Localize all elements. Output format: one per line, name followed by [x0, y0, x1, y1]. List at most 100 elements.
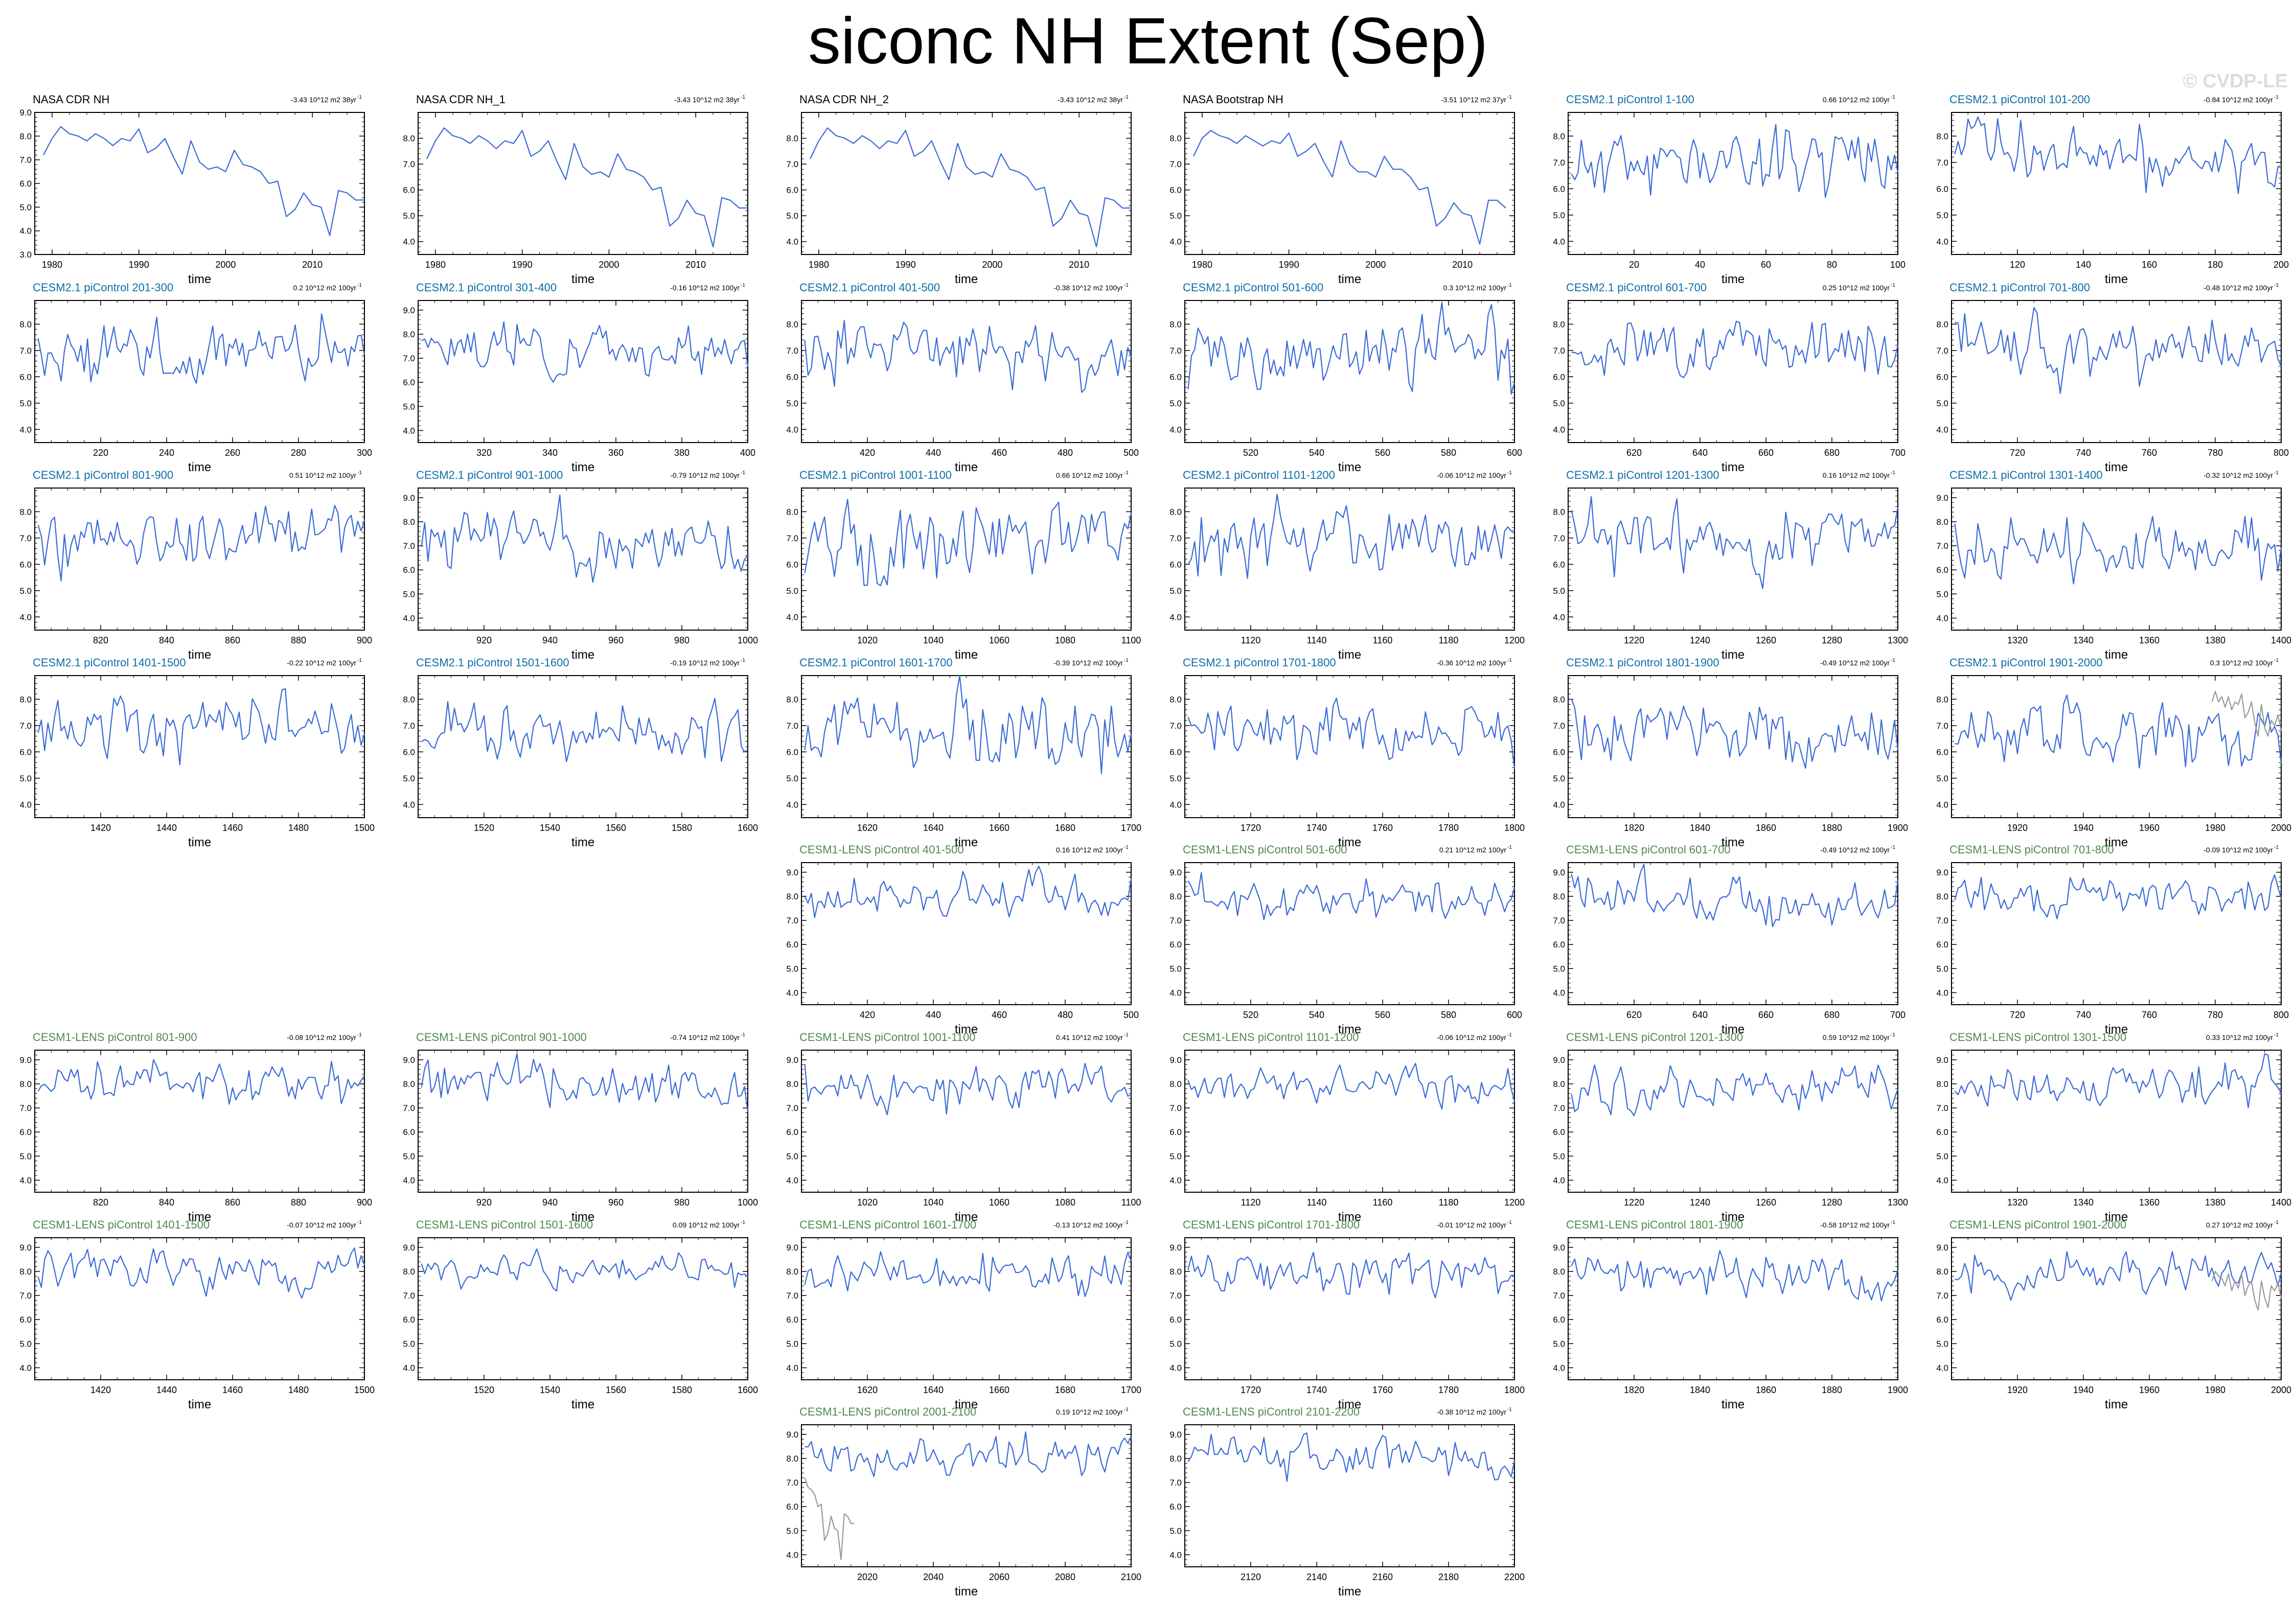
plot-frame [1951, 488, 2282, 631]
x-tick-label: 1480 [288, 1385, 309, 1395]
x-axis-label: time [1721, 836, 1744, 849]
panel-title: CESM2.1 piControl 101-200 [1949, 93, 2090, 106]
x-tick-label: 2010 [1069, 260, 1089, 270]
x-tick-label: 380 [674, 448, 690, 458]
y-tick-label: 8.0 [786, 1079, 798, 1089]
x-axis-label: time [955, 460, 978, 474]
x-tick-label: 2000 [2271, 823, 2291, 833]
panel-title: CESM2.1 piControl 1701-1800 [1183, 656, 1336, 669]
plot-frame [1184, 300, 1515, 443]
plot-frame [1184, 112, 1515, 255]
y-tick-label: 5.0 [1936, 589, 1948, 599]
x-tick-label: 1880 [1822, 823, 1842, 833]
trend-label: -0.74 10^12 m2 100yr [670, 1033, 740, 1041]
x-tick-label: 1520 [474, 1385, 494, 1395]
y-tick-label: 5.0 [1169, 586, 1182, 596]
y-tick-label: 4.0 [786, 612, 798, 622]
y-tick-label: 5.0 [1553, 211, 1565, 220]
x-tick-label: 520 [1243, 448, 1258, 458]
y-tick-label: 5.0 [1553, 964, 1565, 974]
trend-exponent: -1 [1891, 95, 1895, 100]
x-tick-label: 600 [1507, 1010, 1522, 1020]
y-tick-label: 7.0 [403, 354, 415, 363]
trend-exponent: -1 [2274, 658, 2279, 663]
x-tick-label: 1180 [1439, 1197, 1459, 1208]
y-tick-label: 5.0 [1553, 774, 1565, 783]
x-tick-label: 160 [2142, 260, 2157, 270]
y-tick-label: 4.0 [1553, 612, 1565, 622]
series-line [1954, 874, 2282, 919]
chart-panel: NASA Bootstrap NH -3.51 10^12 m2 37yr -14.… [1169, 93, 1515, 286]
y-tick-label: 9.0 [786, 868, 798, 877]
trend-label: 0.51 10^12 m2 100yr [289, 471, 356, 479]
y-tick-label: 5.0 [786, 586, 798, 596]
x-axis-label: time [955, 648, 978, 662]
y-tick-label: 8.0 [1169, 892, 1182, 901]
x-tick-label: 780 [2208, 1010, 2223, 1020]
x-axis-label: time [188, 1210, 211, 1224]
trend-label: 0.25 10^12 m2 100yr [1823, 284, 1890, 292]
x-tick-label: 560 [1375, 1010, 1390, 1020]
x-tick-label: 260 [225, 448, 240, 458]
y-tick-label: 5.0 [19, 586, 32, 596]
page-title: siconc NH Extent (Sep) [808, 5, 1488, 78]
y-tick-label: 4.0 [1553, 237, 1565, 246]
trend-label: -0.48 10^12 m2 100yr [2203, 284, 2273, 292]
x-tick-label: 480 [1058, 1010, 1073, 1020]
panel-title: CESM2.1 piControl 1301-1400 [1949, 469, 2103, 481]
x-tick-label: 840 [159, 635, 174, 645]
x-tick-label: 420 [860, 1010, 875, 1020]
y-tick-label: 4.0 [1553, 988, 1565, 998]
y-tick-label: 9.0 [403, 1243, 415, 1253]
y-tick-label: 4.0 [1169, 988, 1182, 998]
panel-title: CESM1-LENS piControl 601-700 [1566, 843, 1731, 856]
trend-exponent: -1 [741, 1032, 745, 1038]
x-tick-label: 40 [1695, 260, 1705, 270]
series-line [1187, 1062, 1516, 1110]
panel-title: CESM2.1 piControl 1501-1600 [416, 656, 569, 669]
panel-title: CESM2.1 piControl 1001-1100 [799, 469, 952, 481]
chart-panel: NASA CDR NH -3.43 10^12 m2 38yr -13.04.05.… [19, 93, 365, 286]
y-tick-label: 9.0 [403, 493, 415, 503]
x-tick-label: 1540 [540, 823, 560, 833]
trend-exponent: -1 [357, 470, 362, 476]
plot-frame [801, 1050, 1132, 1193]
x-tick-label: 340 [542, 448, 558, 458]
y-tick-label: 7.0 [1936, 346, 1948, 356]
trend-exponent: -1 [1891, 1032, 1895, 1038]
trend-label: 0.21 10^12 m2 100yr [1439, 846, 1506, 854]
x-tick-label: 880 [291, 635, 306, 645]
y-tick-label: 9.0 [1169, 868, 1182, 877]
trend-label: -3.43 10^12 m2 38yr [674, 96, 740, 104]
x-axis-label: time [1338, 1023, 1361, 1036]
y-tick-label: 6.0 [1169, 940, 1182, 949]
y-tick-label: 4.0 [786, 237, 798, 247]
x-tick-label: 1400 [2271, 635, 2291, 645]
y-tick-label: 5.0 [19, 774, 32, 783]
y-tick-label: 6.0 [403, 378, 415, 387]
x-tick-label: 1990 [1279, 260, 1299, 270]
x-tick-label: 1300 [1888, 635, 1908, 645]
x-tick-label: 580 [1441, 1010, 1456, 1020]
trend-label: -0.08 10^12 m2 100yr [287, 1033, 356, 1041]
x-tick-label: 200 [2274, 260, 2289, 270]
x-tick-label: 1990 [896, 260, 916, 270]
series-line [421, 698, 748, 762]
trend-exponent: -1 [357, 95, 362, 100]
panel-title: CESM2.1 piControl 1601-1700 [799, 656, 953, 669]
plot-frame [34, 1237, 365, 1380]
trend-label: 0.66 10^12 m2 100yr [1823, 96, 1890, 104]
chart-panel: CESM1-LENS piControl 701-800 -0.09 10^12 … [1936, 843, 2289, 1036]
x-tick-label: 480 [1058, 448, 1073, 458]
y-tick-label: 8.0 [19, 319, 32, 329]
trend-exponent: -1 [2274, 1032, 2279, 1038]
y-tick-label: 6.0 [1169, 1127, 1182, 1137]
y-tick-label: 6.0 [1169, 560, 1182, 569]
trend-label: 0.33 10^12 m2 100yr [2206, 1033, 2273, 1041]
plot-frame [34, 1050, 365, 1193]
y-tick-label: 4.0 [1936, 800, 1948, 809]
x-tick-label: 80 [1827, 260, 1837, 270]
series-line [1187, 302, 1516, 395]
x-tick-label: 1740 [1306, 823, 1327, 833]
x-tick-label: 420 [860, 448, 875, 458]
